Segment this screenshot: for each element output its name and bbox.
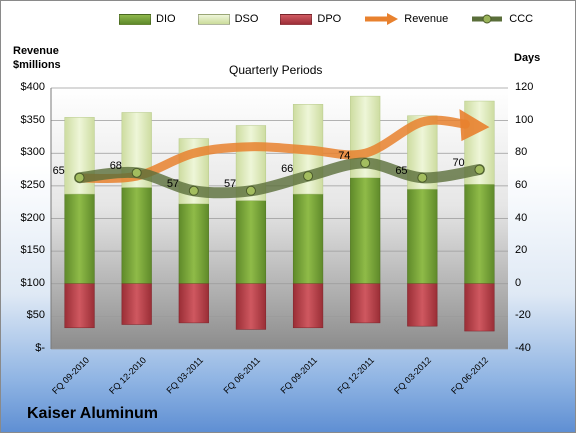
y-right-tick-label: 40: [515, 211, 528, 224]
ccc-data-label: 65: [395, 164, 408, 177]
ccc-point: [360, 158, 371, 169]
ccc-point: [74, 172, 85, 183]
ccc-point: [245, 185, 256, 196]
legend-label-dso: DSO: [234, 13, 259, 25]
legend-swatch-revenue: [365, 13, 399, 25]
bar-dpo: [407, 283, 438, 327]
chart-title: Quarterly Periods: [229, 63, 323, 77]
y-right-tick-label: 120: [515, 81, 534, 93]
ccc-data-label: 70: [452, 156, 465, 169]
legend-swatch-dpo: [280, 13, 313, 25]
revenue-arrowhead: [459, 109, 490, 142]
y-left-tick-label: $-: [35, 342, 45, 354]
bar-dio: [121, 187, 152, 285]
y-left-tick-label: $300: [20, 146, 45, 159]
bar-dpo: [64, 283, 95, 329]
y-left-tick-label: $250: [20, 178, 45, 191]
y-left-tick-label: $200: [20, 211, 45, 224]
ccc-point: [188, 185, 199, 196]
bar-dio: [178, 203, 209, 285]
legend-item-dso: DSO: [197, 13, 259, 25]
ccc-data-label: 66: [281, 163, 294, 176]
bar-dpo: [121, 283, 152, 325]
ccc-data-label: 74: [338, 150, 351, 163]
bar-dio: [464, 183, 495, 284]
legend-item-dio: DIO: [119, 13, 176, 25]
legend-swatch-dso: [197, 13, 230, 25]
legend-item-ccc: CCC: [470, 13, 533, 25]
legend: DIO DSO DPO Revenue CCC: [119, 13, 533, 25]
y-left-tick-label: $50: [26, 309, 45, 322]
y-right-tick-label: 20: [515, 244, 528, 257]
ccc-data-label: 57: [223, 177, 237, 190]
y-right-tick-label: -40: [515, 342, 531, 354]
y-left-tick-label: $400: [20, 81, 45, 93]
y-right-tick-label: 0: [515, 276, 522, 289]
legend-label-ccc: CCC: [509, 13, 534, 25]
bar-dio: [407, 188, 438, 284]
ccc-point: [303, 171, 314, 182]
legend-item-dpo: DPO: [280, 13, 341, 25]
bar-dio: [350, 177, 381, 284]
bar-dpo: [235, 283, 267, 330]
bar-dpo: [350, 283, 381, 324]
y-left-tick-label: $100: [20, 276, 45, 289]
ccc-data-label: 68: [109, 159, 122, 172]
ccc-data-label: 57: [166, 177, 180, 190]
y-right-tick-label: -20: [515, 309, 531, 322]
legend-label-dio: DIO: [156, 13, 176, 25]
ccc-data-label: 65: [52, 164, 65, 177]
bar-dpo: [464, 283, 495, 332]
y-right-tick-label: 60: [515, 178, 528, 191]
legend-swatch-dio: [119, 13, 151, 25]
y-left-tick-label: $350: [20, 113, 45, 126]
right-axis-title: Days: [514, 52, 541, 64]
bar-dpo: [178, 283, 209, 324]
left-axis-title: Revenue $millions: [13, 45, 61, 71]
ccc-point: [417, 172, 428, 183]
legend-label-revenue: Revenue: [404, 13, 449, 25]
ccc-point: [474, 164, 485, 175]
y-right-tick-label: 80: [515, 146, 528, 159]
y-left-tick-label: $150: [20, 244, 45, 257]
ccc-point: [131, 167, 142, 178]
legend-swatch-ccc: [472, 14, 503, 24]
bar-dio: [235, 200, 267, 284]
legend-item-revenue: Revenue: [363, 13, 448, 25]
bar-dpo: [292, 283, 324, 329]
bar-dio: [64, 193, 95, 284]
legend-label-dpo: DPO: [317, 13, 342, 25]
bar-dio: [292, 193, 324, 284]
y-right-tick-label: 100: [515, 113, 534, 126]
company-name: Kaiser Aluminum: [27, 405, 158, 422]
